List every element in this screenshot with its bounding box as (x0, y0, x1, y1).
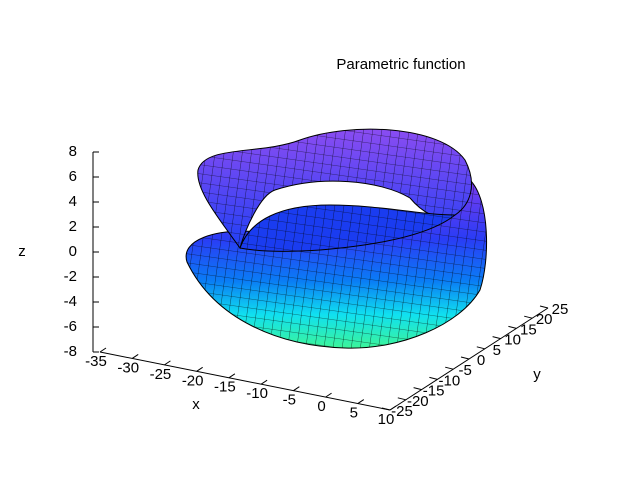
y-tick (381, 407, 391, 411)
y-tick (524, 315, 533, 319)
x-tick (260, 379, 268, 385)
y-tick-label: 15 (520, 321, 537, 338)
z-tick-label: -2 (64, 268, 77, 285)
y-tick-label: -5 (459, 362, 472, 379)
y-axis-label: y (533, 366, 541, 383)
x-tick (357, 399, 365, 404)
x-tick (196, 366, 203, 372)
x-axis (99, 351, 391, 411)
y-tick-label: 10 (504, 332, 521, 349)
y-tick-label: 20 (536, 311, 553, 328)
x-tick (228, 373, 236, 379)
y-tick (539, 305, 549, 309)
z-tick-label: -8 (64, 343, 77, 360)
x-tick-label: -5 (283, 392, 296, 409)
chart-title: Parametric function (336, 56, 465, 73)
y-tick (476, 346, 485, 350)
y-tick (429, 376, 438, 380)
y-tick (460, 356, 470, 360)
x-tick (325, 392, 332, 398)
y-tick-label: 0 (477, 352, 485, 369)
y-tick-label: 5 (493, 342, 501, 359)
x-tick-label: -35 (85, 353, 107, 370)
z-tick-label: 4 (69, 193, 77, 210)
x-tick-label: -10 (246, 385, 268, 402)
z-axis-label: z (18, 243, 26, 260)
y-tick-label: -25 (391, 403, 413, 420)
y-tick (413, 387, 422, 391)
x-tick-label: -25 (150, 366, 172, 383)
x-tick-label: -30 (117, 359, 139, 376)
y-tick (508, 325, 517, 329)
z-tick-label: -4 (64, 293, 77, 310)
x-tick-label: -15 (214, 379, 236, 396)
x-tick-label: 0 (317, 398, 325, 415)
x-tick (293, 386, 300, 392)
z-tick-label: 2 (69, 218, 77, 235)
z-tick-label: 6 (69, 168, 77, 185)
x-tick (389, 405, 397, 411)
x-axis-label: x (192, 396, 200, 413)
y-tick-label: -15 (423, 383, 445, 400)
x-tick (99, 347, 107, 353)
y-tick-label: -20 (407, 393, 429, 410)
surface (185, 128, 487, 349)
y-tick (492, 336, 501, 340)
y-tick-label: -10 (439, 372, 461, 389)
z-tick-label: -6 (64, 318, 77, 335)
x-tick-label: -20 (182, 372, 204, 389)
x-tick (131, 354, 139, 359)
y-tick (445, 366, 454, 370)
y-tick-label: 25 (552, 301, 569, 318)
x-tick-label: 5 (350, 405, 358, 422)
x-tick (164, 360, 171, 366)
z-tick-label: 8 (69, 143, 77, 160)
y-tick (397, 397, 406, 401)
z-tick-label: 0 (69, 243, 77, 260)
x-tick-label: 10 (378, 411, 395, 428)
